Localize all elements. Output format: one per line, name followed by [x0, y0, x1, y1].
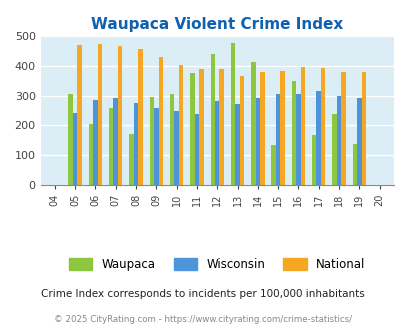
Bar — [259, 72, 264, 185]
Bar — [230, 43, 234, 185]
Text: © 2025 CityRating.com - https://www.cityrating.com/crime-statistics/: © 2025 CityRating.com - https://www.city… — [54, 315, 351, 324]
Bar — [219, 69, 224, 185]
Bar — [194, 114, 199, 185]
Bar — [352, 144, 356, 185]
Bar — [239, 76, 244, 185]
Bar — [154, 108, 158, 185]
Bar — [215, 101, 219, 185]
Bar — [88, 124, 93, 185]
Bar — [118, 46, 122, 185]
Bar — [340, 72, 345, 185]
Bar — [77, 45, 81, 185]
Bar — [291, 81, 295, 185]
Bar — [300, 67, 305, 185]
Bar — [275, 94, 279, 185]
Bar — [149, 97, 154, 185]
Bar — [331, 114, 336, 185]
Bar — [316, 91, 320, 185]
Bar — [255, 98, 260, 185]
Bar — [356, 98, 361, 185]
Bar — [158, 57, 162, 185]
Title: Waupaca Violent Crime Index: Waupaca Violent Crime Index — [91, 17, 343, 32]
Bar — [250, 62, 255, 185]
Bar — [129, 134, 134, 185]
Bar — [190, 73, 194, 185]
Bar — [210, 54, 215, 185]
Bar — [235, 104, 239, 185]
Bar — [68, 94, 73, 185]
Bar — [93, 100, 98, 185]
Text: Crime Index corresponds to incidents per 100,000 inhabitants: Crime Index corresponds to incidents per… — [41, 289, 364, 299]
Bar — [170, 94, 174, 185]
Bar — [98, 44, 102, 185]
Bar — [279, 71, 284, 185]
Bar — [311, 135, 316, 185]
Bar — [138, 50, 142, 185]
Bar — [320, 68, 325, 185]
Bar — [73, 113, 77, 185]
Bar — [336, 96, 341, 185]
Bar — [109, 108, 113, 185]
Bar — [271, 145, 275, 185]
Bar — [199, 69, 203, 185]
Legend: Waupaca, Wisconsin, National: Waupaca, Wisconsin, National — [64, 253, 369, 276]
Bar — [134, 103, 138, 185]
Bar — [174, 111, 178, 185]
Bar — [113, 98, 118, 185]
Bar — [178, 65, 183, 185]
Bar — [361, 72, 365, 185]
Bar — [296, 94, 300, 185]
